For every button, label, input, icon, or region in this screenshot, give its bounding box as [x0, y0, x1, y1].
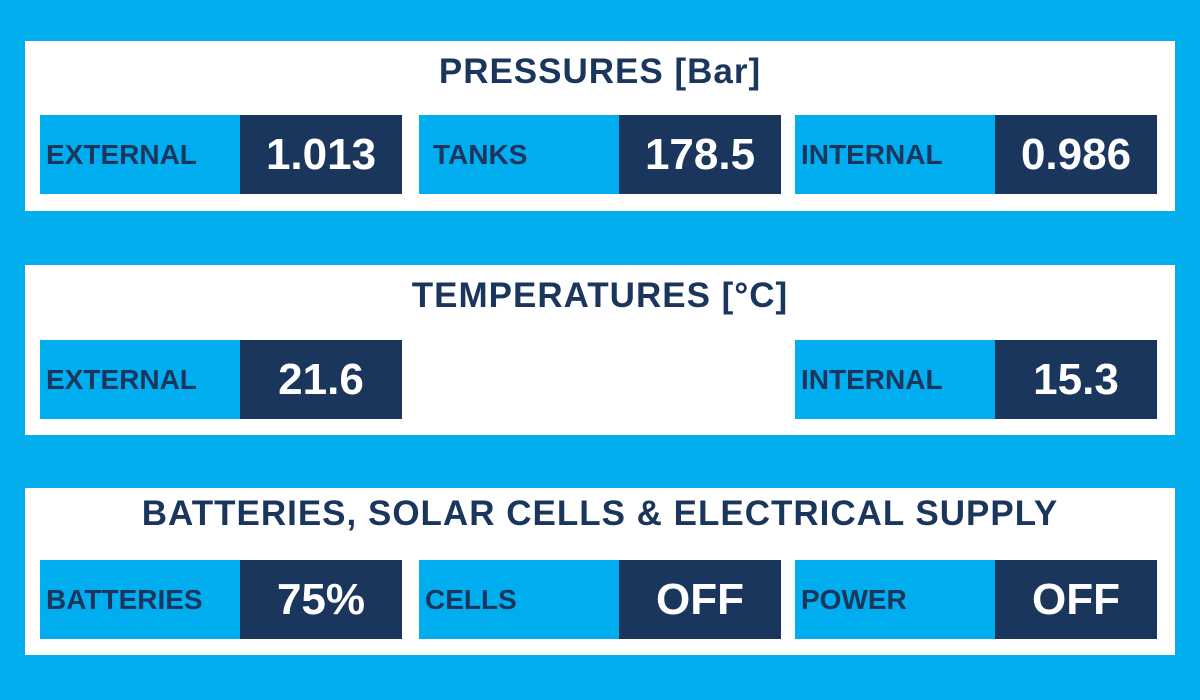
reading: EXTERNAL 1.013 — [40, 115, 402, 194]
reading: EXTERNAL 21.6 — [40, 340, 402, 419]
pressures-panel: PRESSURES [Bar] EXTERNAL 1.013 TANKS 178… — [25, 41, 1175, 211]
reading-label: BATTERIES — [40, 560, 240, 639]
reading-value: 75% — [240, 560, 402, 639]
reading: BATTERIES 75% — [40, 560, 402, 639]
reading-label: POWER — [795, 560, 995, 639]
reading-label: EXTERNAL — [40, 340, 240, 419]
panel-title: TEMPERATURES [°C] — [411, 276, 789, 315]
reading-value: OFF — [995, 560, 1157, 639]
reading-label: CELLS — [419, 560, 619, 639]
reading-value: 15.3 — [995, 340, 1157, 419]
reading-label: EXTERNAL — [40, 115, 240, 194]
reading-label: TANKS — [419, 115, 619, 194]
reading-value: 178.5 — [619, 115, 781, 194]
reading: POWER OFF — [795, 560, 1157, 639]
panel-title: BATTERIES, SOLAR CELLS & ELECTRICAL SUPP… — [141, 494, 1059, 533]
electrical-panel: BATTERIES, SOLAR CELLS & ELECTRICAL SUPP… — [25, 488, 1175, 655]
reading-value: 21.6 — [240, 340, 402, 419]
temperatures-panel: TEMPERATURES [°C] EXTERNAL 21.6 INTERNAL… — [25, 265, 1175, 435]
reading-value: OFF — [619, 560, 781, 639]
reading-label: INTERNAL — [795, 340, 995, 419]
reading: INTERNAL 15.3 — [795, 340, 1157, 419]
reading: INTERNAL 0.986 — [795, 115, 1157, 194]
panel-title: PRESSURES [Bar] — [438, 52, 762, 91]
reading-label: INTERNAL — [795, 115, 995, 194]
reading: TANKS 178.5 — [419, 115, 781, 194]
reading-value: 0.986 — [995, 115, 1157, 194]
reading: CELLS OFF — [419, 560, 781, 639]
reading-value: 1.013 — [240, 115, 402, 194]
